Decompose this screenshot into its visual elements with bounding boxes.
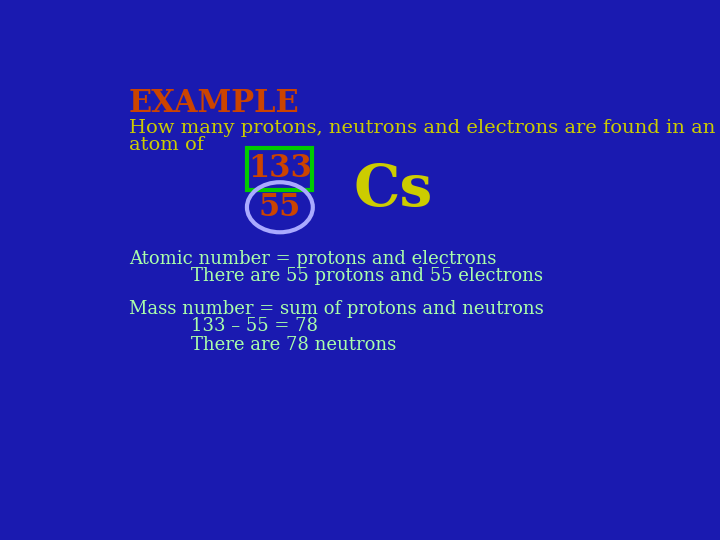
Text: Atomic number = protons and electrons: Atomic number = protons and electrons [129,249,496,268]
Text: There are 55 protons and 55 electrons: There are 55 protons and 55 electrons [168,267,542,285]
Text: 55: 55 [258,192,301,222]
Text: EXAMPLE: EXAMPLE [129,88,300,119]
Text: How many protons, neutrons and electrons are found in an: How many protons, neutrons and electrons… [129,119,715,137]
Text: Cs: Cs [354,161,433,218]
Text: 133 – 55 = 78: 133 – 55 = 78 [168,316,318,335]
Text: 133: 133 [248,153,312,184]
Text: atom of: atom of [129,136,204,154]
Text: There are 78 neutrons: There are 78 neutrons [168,336,396,354]
Text: Mass number = sum of protons and neutrons: Mass number = sum of protons and neutron… [129,300,544,318]
